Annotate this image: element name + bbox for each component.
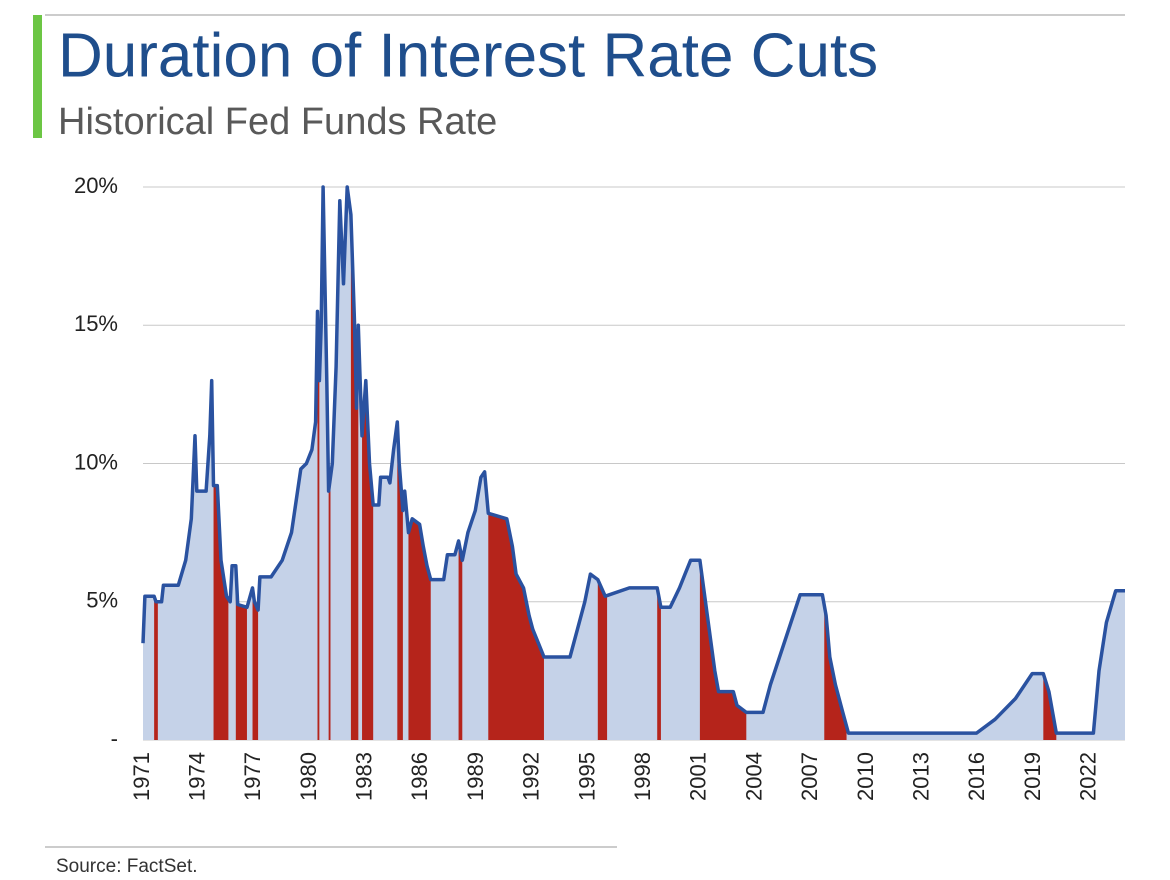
cut-period xyxy=(408,518,431,740)
source: Source: FactSet. xyxy=(56,856,198,877)
x-tick-label: 1980 xyxy=(296,752,321,801)
cut-period xyxy=(657,587,661,740)
cut-period xyxy=(362,380,374,740)
accent-bar xyxy=(33,15,42,138)
chart-subtitle: Historical Fed Funds Rate xyxy=(58,101,497,143)
x-tick-label: 2013 xyxy=(909,752,934,801)
x-tick-label: 1971 xyxy=(129,752,154,801)
y-tick-label: 10% xyxy=(74,449,118,474)
x-tick-label: 1974 xyxy=(185,752,210,801)
x-tick-label: 2016 xyxy=(964,752,989,801)
cut-period xyxy=(350,214,359,740)
cut-period xyxy=(252,588,259,740)
x-tick-label: 1983 xyxy=(352,752,377,801)
y-tick-label: - xyxy=(111,726,118,751)
y-tick-label: 20% xyxy=(74,173,118,198)
cut-period xyxy=(699,560,747,740)
cut-period xyxy=(597,579,608,740)
cut-period xyxy=(154,596,158,740)
x-tick-label: 1998 xyxy=(630,752,655,801)
cut-period xyxy=(317,311,320,740)
x-tick-label: 1995 xyxy=(574,752,599,801)
x-tick-label: 1977 xyxy=(240,752,265,801)
x-tick-label: 2019 xyxy=(1020,752,1045,801)
y-tick-label: 5% xyxy=(86,588,118,613)
x-tick-label: 2001 xyxy=(686,752,711,801)
area xyxy=(143,187,1125,740)
x-tick-label: 1992 xyxy=(519,752,544,801)
cut-period xyxy=(488,513,544,740)
cut-period xyxy=(458,540,463,740)
x-tick-label: 1986 xyxy=(407,752,432,801)
x-tick-label: 2004 xyxy=(741,752,766,801)
chart-title: Duration of Interest Rate Cuts xyxy=(58,21,878,90)
cut-period xyxy=(213,485,229,740)
x-tick-label: 2007 xyxy=(797,752,822,801)
x-tick-label: 2022 xyxy=(1076,752,1101,801)
x-tick-label: 2010 xyxy=(853,752,878,801)
line xyxy=(141,185,1125,735)
y-tick-label: 15% xyxy=(74,311,118,336)
cut-period xyxy=(328,477,331,740)
x-tick-label: 1989 xyxy=(463,752,488,801)
cut-period xyxy=(235,566,247,740)
